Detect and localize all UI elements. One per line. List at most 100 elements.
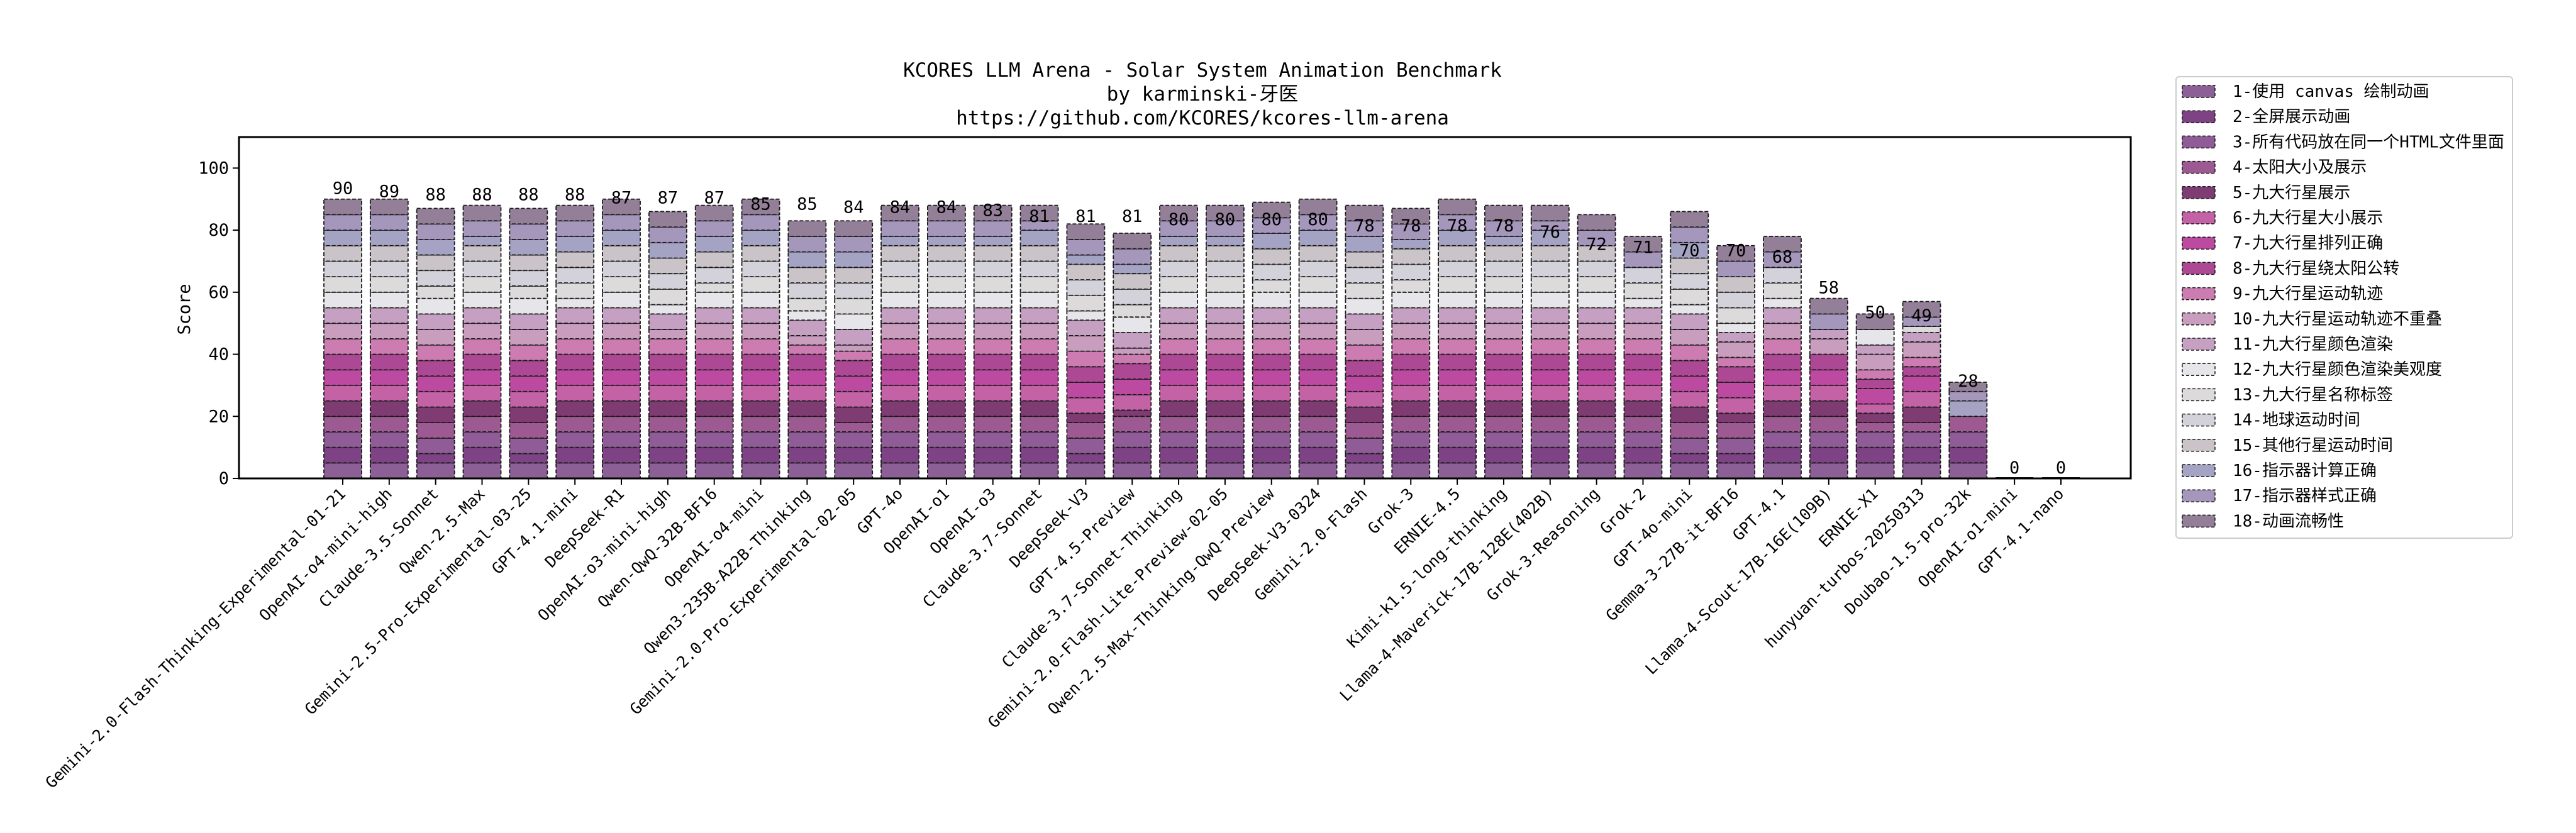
bar-segment-9 xyxy=(1113,353,1152,365)
bar-segment-3 xyxy=(1252,431,1291,448)
bar-segment-10 xyxy=(741,323,780,339)
data-label: 76 xyxy=(1540,223,1561,242)
data-label: 84 xyxy=(936,197,957,217)
legend-swatch xyxy=(2182,262,2216,275)
x-tick-label: GPT-4o-mini xyxy=(1609,485,1696,571)
bar-segment-5 xyxy=(1252,400,1291,417)
bar-segment-14 xyxy=(369,260,409,278)
bar-segment-16 xyxy=(1948,400,1988,417)
bar-segment-6 xyxy=(509,390,548,408)
bar-segment-6 xyxy=(1252,385,1291,402)
bar-segment-7 xyxy=(787,369,827,386)
legend-label: 11-九大行星颜色渲染 xyxy=(2233,335,2393,354)
bar-segment-14 xyxy=(1113,288,1152,306)
bar-segment-9 xyxy=(973,338,1013,355)
bar-segment-16 xyxy=(1206,236,1245,246)
bar-segment-16 xyxy=(1391,238,1431,250)
bar-segment-12 xyxy=(1206,291,1245,309)
bar-stack xyxy=(834,220,874,479)
bar-segment-7 xyxy=(1623,369,1663,386)
bar-segment-13 xyxy=(1438,276,1477,293)
bar-segment-3 xyxy=(1066,437,1106,455)
bar-segment-10 xyxy=(1670,329,1709,346)
bar-segment-11 xyxy=(1159,307,1198,324)
bar-segment-13 xyxy=(1345,282,1384,299)
bar-segment-10 xyxy=(369,323,409,339)
bar-segment-8 xyxy=(1530,353,1570,371)
bar-segment-10 xyxy=(602,323,641,339)
bar-segment-17 xyxy=(1763,251,1802,268)
bar-segment-1 xyxy=(973,462,1013,479)
bar-segment-6 xyxy=(1159,385,1198,402)
legend-label: 6-九大行星大小展示 xyxy=(2233,209,2383,228)
bar-segment-15 xyxy=(1670,257,1709,275)
bar-segment-7 xyxy=(416,375,455,392)
bar-segment-6 xyxy=(416,390,455,408)
bar-segment-18 xyxy=(1902,301,1941,318)
bar-segment-3 xyxy=(694,431,734,448)
bar-segment-14 xyxy=(1159,260,1198,278)
bar-segment-10 xyxy=(1113,347,1152,355)
bar-segment-17 xyxy=(1113,248,1152,265)
data-label: 68 xyxy=(1772,247,1793,267)
bar-segment-10 xyxy=(1391,323,1431,339)
legend-item: 15-其他行星运动时间 xyxy=(2182,436,2393,455)
bar-segment-6 xyxy=(1530,385,1570,402)
bar-segment-13 xyxy=(323,276,362,293)
data-label: 88 xyxy=(472,185,492,205)
bar-segment-14 xyxy=(1345,267,1384,284)
bar-segment-17 xyxy=(1252,217,1291,234)
data-label: 50 xyxy=(1865,303,1885,323)
bar-segment-7 xyxy=(1298,369,1338,386)
bar-segment-18 xyxy=(787,220,827,237)
bar-segment-9 xyxy=(1019,338,1059,355)
bar-segment-5 xyxy=(1438,400,1477,417)
bar-segment-2 xyxy=(1206,446,1245,464)
bar-segment-6 xyxy=(1066,397,1106,414)
bar-segment-1 xyxy=(1206,462,1245,479)
bar-segment-13 xyxy=(1206,276,1245,293)
bar-segment-16 xyxy=(1484,236,1523,246)
bar-segment-11 xyxy=(1345,313,1384,330)
bar-segment-4 xyxy=(648,416,687,433)
bar-segment-16 xyxy=(694,236,734,253)
bar-segment-12 xyxy=(694,291,734,309)
value-labels: 90 89 88 88 88 88 87 87 87 85 85 84 84 84 83 81 81 81 80 80… xyxy=(333,179,2066,478)
bar-segment-2 xyxy=(1902,446,1941,464)
bar-segment-6 xyxy=(1855,403,1895,414)
bar-segment-7 xyxy=(1484,369,1523,386)
bar-segment-3 xyxy=(369,431,409,448)
bar-segment-17 xyxy=(462,220,502,237)
bar-segment-9 xyxy=(1206,338,1245,355)
bar-segment-3 xyxy=(1902,431,1941,448)
bar-segment-14 xyxy=(1484,260,1523,278)
bar-segment-13 xyxy=(1530,276,1570,293)
data-label: 88 xyxy=(518,185,539,205)
bar-segment-17 xyxy=(1716,260,1756,278)
bar-segment-3 xyxy=(1855,431,1895,448)
bar-segment-6 xyxy=(1809,385,1848,402)
bar-segment-18 xyxy=(509,207,548,225)
data-label: 87 xyxy=(611,189,632,208)
x-tick-label: Llama-4-Maverick-17B-128E(402B) xyxy=(1336,485,1557,705)
bar-segment-9 xyxy=(1763,338,1802,355)
bar-segment-10 xyxy=(555,323,595,339)
bar-segment-9 xyxy=(1577,338,1616,355)
bar-segment-11 xyxy=(555,307,595,324)
bar-segment-10 xyxy=(834,344,874,352)
bar-segment-17 xyxy=(1159,220,1198,237)
bar-segment-1 xyxy=(1298,462,1338,479)
bar-segment-18 xyxy=(1809,297,1848,315)
bar-segment-2 xyxy=(1530,446,1570,464)
bar-segment-2 xyxy=(1345,453,1384,464)
bar-segment-7 xyxy=(323,369,362,386)
bar-segment-10 xyxy=(1855,353,1895,371)
y-tick-label: 80 xyxy=(208,221,229,240)
bar-segment-1 xyxy=(1066,462,1106,479)
legend-item: 16-指示器计算正确 xyxy=(2182,461,2377,480)
bar-segment-1 xyxy=(741,462,780,479)
bar-stack xyxy=(1855,313,1895,479)
data-label: 28 xyxy=(1958,372,1979,391)
bar-segment-6 xyxy=(1577,385,1616,402)
bar-segment-13 xyxy=(1113,304,1152,318)
